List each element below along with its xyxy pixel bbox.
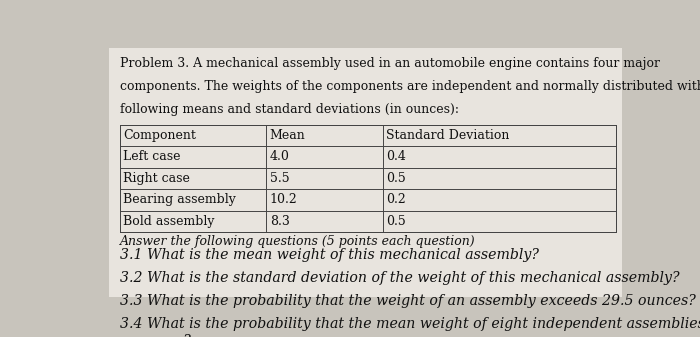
Text: 0.4: 0.4 (386, 150, 406, 163)
Text: 3.3 What is the probability that the weight of an assembly exceeds 29.5 ounces?: 3.3 What is the probability that the wei… (120, 294, 696, 308)
Text: 0.5: 0.5 (386, 172, 406, 185)
Text: components. The weights of the components are independent and normally distribut: components. The weights of the component… (120, 80, 700, 93)
Text: 8.3: 8.3 (270, 215, 290, 228)
Text: Bearing assembly: Bearing assembly (123, 193, 236, 206)
Text: Answer the following questions (5 points each question): Answer the following questions (5 points… (120, 235, 476, 248)
Text: 0.2: 0.2 (386, 193, 406, 206)
Text: Bold assembly: Bold assembly (123, 215, 215, 228)
Text: Left case: Left case (123, 150, 181, 163)
Text: Component: Component (123, 129, 196, 142)
Text: 4.0: 4.0 (270, 150, 290, 163)
Text: 3.4 What is the probability that the mean weight of eight independent assemblies: 3.4 What is the probability that the mea… (120, 317, 700, 331)
Text: following means and standard deviations (in ounces):: following means and standard deviations … (120, 103, 459, 116)
Text: ounces?: ounces? (134, 334, 192, 337)
Bar (120, 124, 617, 232)
Text: 0.5: 0.5 (386, 215, 406, 228)
Text: Problem 3. A mechanical assembly used in an automobile engine contains four majo: Problem 3. A mechanical assembly used in… (120, 57, 660, 70)
Text: 3.2 What is the standard deviation of the weight of this mechanical assembly?: 3.2 What is the standard deviation of th… (120, 271, 680, 285)
Text: 10.2: 10.2 (270, 193, 298, 206)
Text: Right case: Right case (123, 172, 190, 185)
Text: 3.1 What is the mean weight of this mechanical assembly?: 3.1 What is the mean weight of this mech… (120, 248, 539, 262)
Text: Mean: Mean (270, 129, 305, 142)
Text: Standard Deviation: Standard Deviation (386, 129, 510, 142)
Text: 5.5: 5.5 (270, 172, 289, 185)
